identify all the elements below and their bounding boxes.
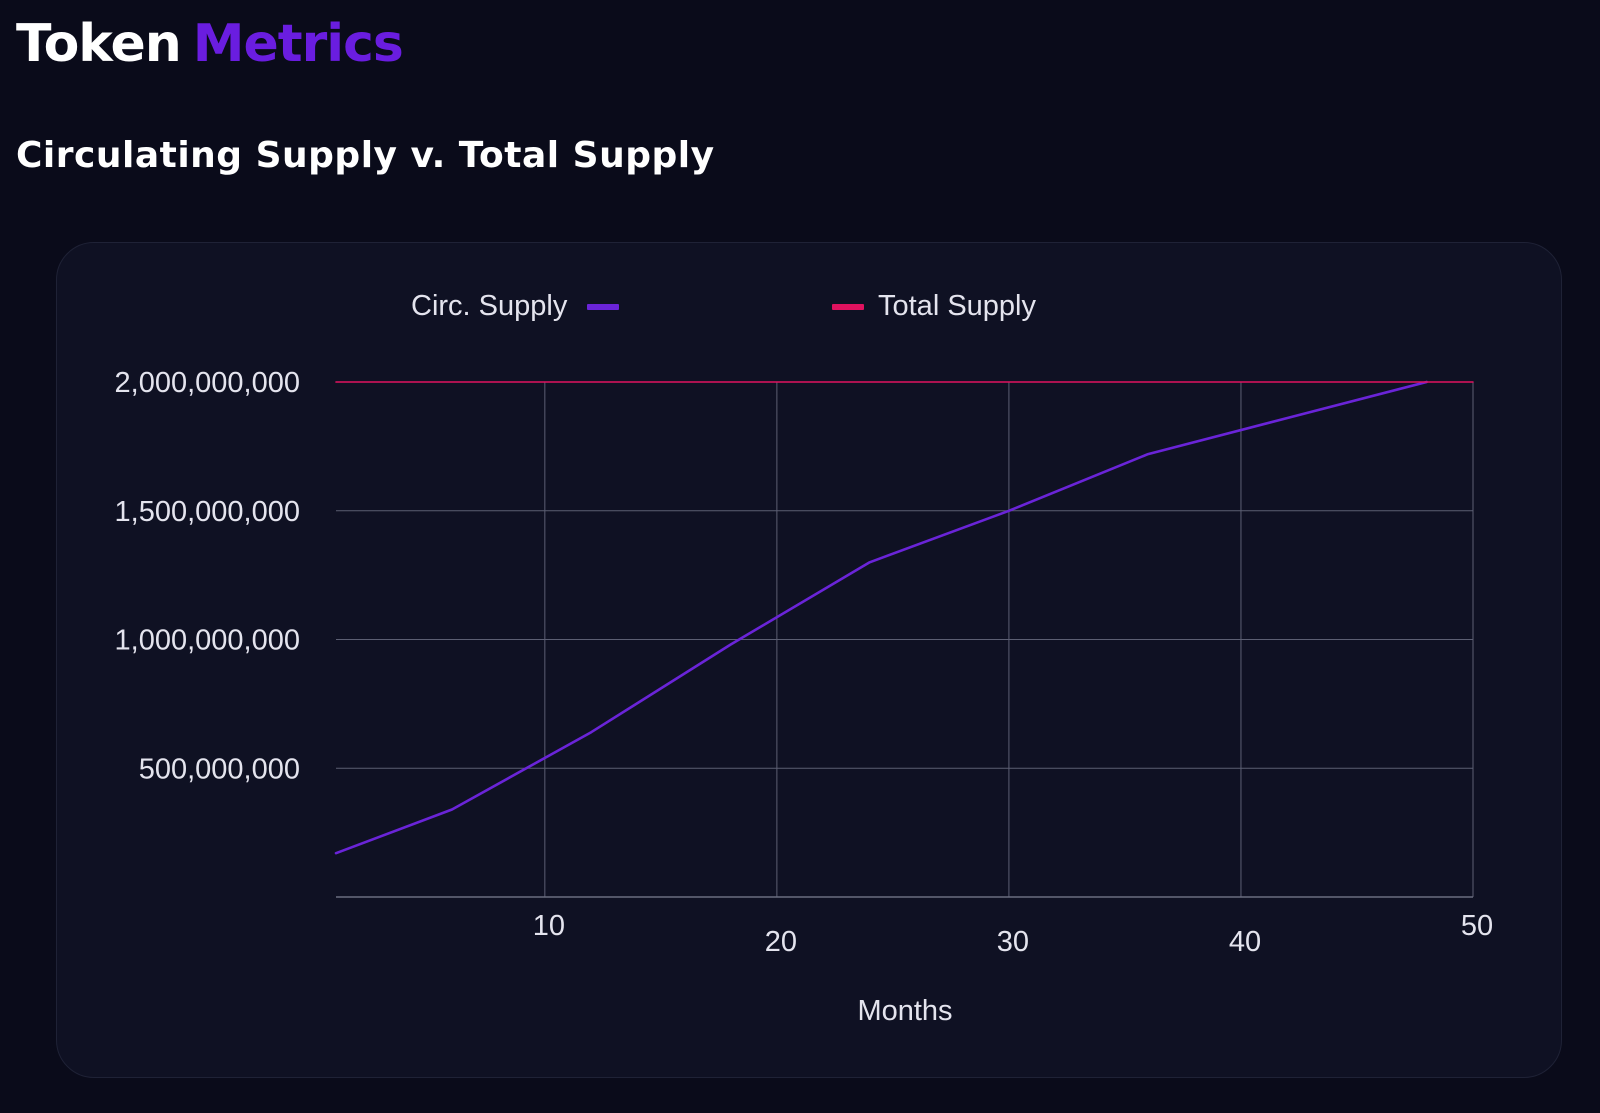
x-axis-label: Months xyxy=(857,995,952,1027)
grid xyxy=(336,381,1474,897)
x-tick-label: 40 xyxy=(1229,926,1261,958)
series xyxy=(334,380,1474,855)
x-tick-labels: 10 20 30 40 50 xyxy=(533,910,1493,958)
x-tick-label: 20 xyxy=(765,926,797,958)
y-tick-label: 1,500,000,000 xyxy=(115,496,300,528)
x-tick-label: 10 xyxy=(533,910,565,942)
y-tick-label: 1,000,000,000 xyxy=(115,625,300,657)
brand-word-metrics: Metrics xyxy=(192,14,404,74)
legend-swatch-circ-supply xyxy=(587,303,620,310)
legend-swatch-total-supply xyxy=(832,303,864,310)
series-line-circ-supply xyxy=(334,380,1428,855)
legend-item-total-supply: Total Supply xyxy=(832,292,1036,321)
legend-label-total-supply: Total Supply xyxy=(878,290,1036,322)
page-title: Circulating Supply v. Total Supply xyxy=(16,135,715,176)
x-tick-label: 30 xyxy=(997,926,1029,958)
x-tick-label: 50 xyxy=(1461,910,1493,942)
brand-logo: Token Metrics xyxy=(16,18,404,70)
legend-label-circ-supply: Circ. Supply xyxy=(411,290,568,322)
y-tick-labels: 500,000,000 1,000,000,000 1,500,000,000 2,0… xyxy=(115,367,300,785)
brand-word-token: Token xyxy=(16,14,182,74)
legend-item-circ-supply: Circ. Supply xyxy=(411,290,620,322)
y-tick-label: 2,000,000,000 xyxy=(115,367,300,399)
y-tick-label: 500,000,000 xyxy=(139,753,300,785)
